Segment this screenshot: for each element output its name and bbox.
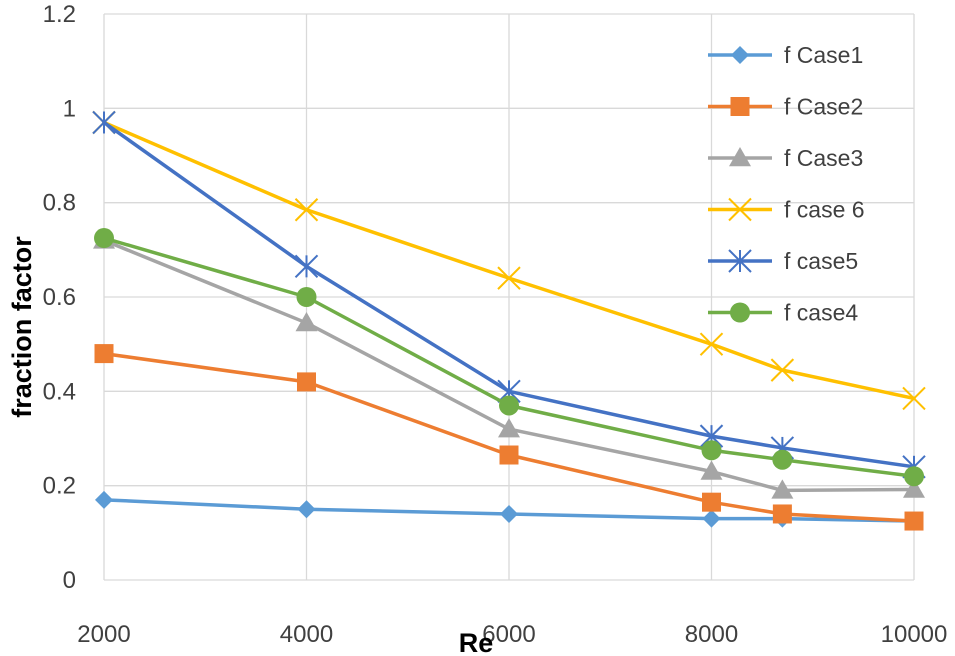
legend-label: f case 6 <box>784 197 865 223</box>
grid <box>103 13 915 581</box>
data-point <box>700 460 723 480</box>
legend-entry-3: f Case3 <box>708 145 863 171</box>
legend-label: f Case1 <box>784 42 863 68</box>
data-point <box>95 490 113 509</box>
y-tick-label: 0 <box>63 567 76 594</box>
data-point <box>902 386 926 411</box>
legend-label: f case4 <box>784 300 858 326</box>
series-area <box>92 110 926 531</box>
x-tick-label: 6000 <box>482 621 535 648</box>
y-tick-label: 0.6 <box>43 284 76 311</box>
data-point <box>498 418 520 438</box>
data-point <box>92 110 116 135</box>
legend-entry-5: f case5 <box>708 248 858 274</box>
series-line <box>102 498 916 523</box>
data-point <box>500 504 518 523</box>
legend-entry-2: f Case2 <box>708 94 863 120</box>
data-point <box>295 311 318 332</box>
legend-marker <box>728 197 752 222</box>
x-tick-label: 4000 <box>280 621 333 648</box>
y-tick-label: 0.8 <box>43 190 76 217</box>
legend-label: f Case3 <box>784 145 863 171</box>
data-point <box>297 500 316 519</box>
data-point <box>499 395 519 416</box>
series-line <box>102 120 916 401</box>
x-tick-label: 8000 <box>685 621 738 648</box>
data-point <box>94 344 114 364</box>
data-point <box>294 254 319 279</box>
series-2 <box>94 344 924 531</box>
legend-marker <box>729 147 751 167</box>
data-point <box>499 445 519 465</box>
legend-entry-1: f Case1 <box>708 42 863 68</box>
data-point <box>297 372 316 392</box>
legend-marker <box>730 302 750 323</box>
series-line <box>102 351 916 523</box>
legend-entry-4: f case 6 <box>708 197 865 223</box>
y-tick-label: 0.4 <box>43 378 76 405</box>
data-point <box>94 228 114 249</box>
data-point <box>770 358 795 382</box>
y-axis-title: fraction factor <box>7 236 37 418</box>
data-point <box>904 466 924 487</box>
series-line <box>102 236 916 478</box>
y-tick-label: 0.2 <box>43 473 76 500</box>
data-point <box>701 440 722 461</box>
data-point <box>699 332 724 356</box>
legend-label: f Case2 <box>784 94 863 120</box>
data-point <box>771 479 794 499</box>
data-point <box>772 504 792 524</box>
data-point <box>903 478 925 498</box>
legend-marker <box>728 249 752 273</box>
legend-entry-6: f case4 <box>708 300 858 326</box>
data-point <box>702 509 721 528</box>
series-line <box>102 120 916 469</box>
data-point <box>702 492 721 512</box>
y-tick-label: 1.2 <box>43 1 76 28</box>
legend-marker <box>731 46 749 64</box>
series-line <box>102 238 916 493</box>
legend: f Case1 f Case2 f Case3 f case 6 f case5 f ca… <box>708 42 865 326</box>
data-point <box>904 511 924 531</box>
x-tick-label: 10000 <box>881 621 948 648</box>
axes: 0 0.2 0.4 0.6 0.8 1 1.2 2000 4000 6000 8000 10000 <box>43 1 948 648</box>
data-point <box>497 266 521 290</box>
series-3 <box>93 229 925 499</box>
data-point <box>294 198 319 222</box>
series-6 <box>94 228 924 487</box>
data-point <box>772 449 793 470</box>
legend-label: f case5 <box>784 248 858 274</box>
x-tick-label: 2000 <box>77 621 130 648</box>
x-axis-title: Re <box>459 628 494 656</box>
data-point <box>296 287 317 307</box>
y-tick-label: 1 <box>63 95 76 122</box>
legend-marker <box>730 97 750 116</box>
